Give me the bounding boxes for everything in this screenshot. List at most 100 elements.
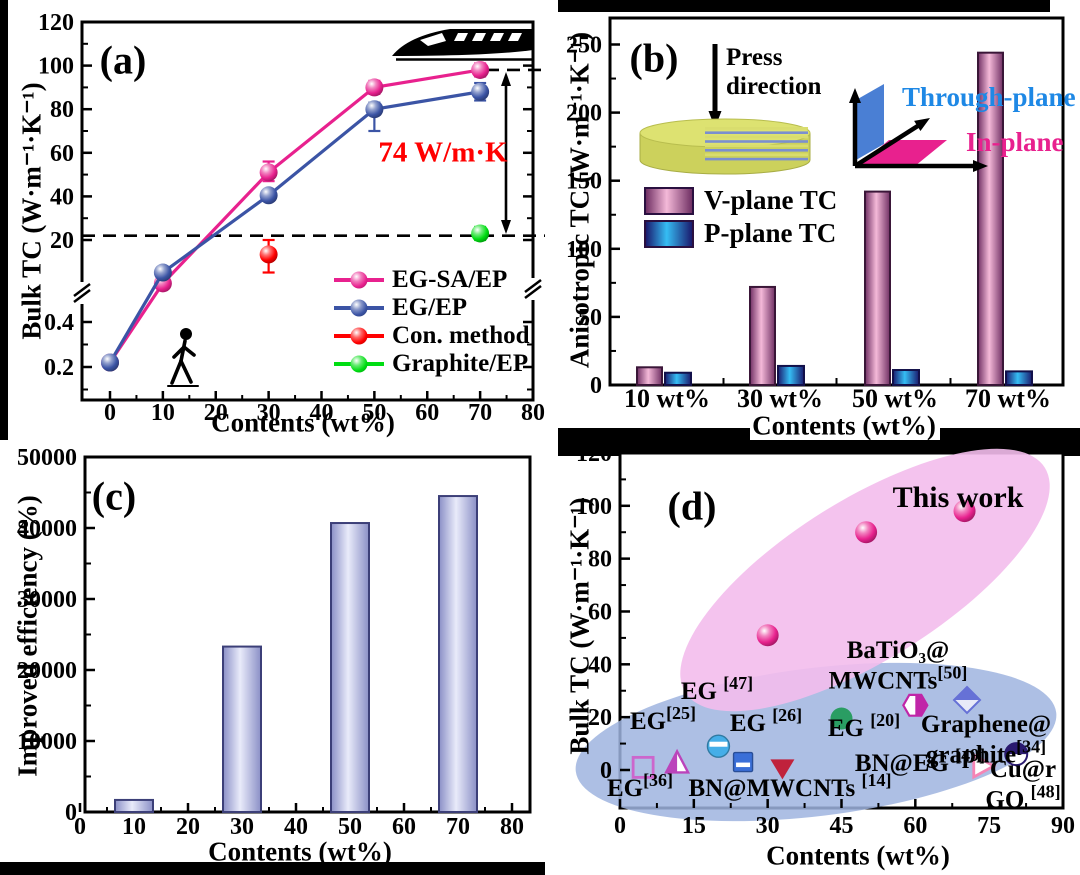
series-EG/EP — [101, 81, 490, 372]
tc-gap-annotation: 74 W/m·K — [378, 136, 508, 169]
legend-label: Graphite/EP — [392, 350, 529, 377]
data-point — [471, 60, 490, 79]
legend-item: Con. method — [334, 322, 530, 350]
svg-text:60: 60 — [392, 814, 416, 840]
svg-text:30: 30 — [230, 814, 254, 840]
svg-text:80: 80 — [521, 400, 545, 426]
panel-a-chart: 0 10 20 30 40 50 60 70 80 20 40 60 80 100 120 0.2 0.4 — [38, 10, 545, 426]
legend-label: EG/EP — [392, 294, 468, 321]
svg-text:250: 250 — [566, 33, 602, 59]
svg-text:EG[25]: EG[25] — [630, 703, 696, 735]
panel-a-x-axis-label: Contents (wt%) — [211, 407, 395, 438]
series-Graphite/EP — [471, 224, 490, 243]
axes: 0 50 100 150 200 250 10 wt% 30 wt% 50 wt% 70 wt% — [566, 33, 1051, 414]
svg-text:BaTiO₃@MWCNTs[50]: BaTiO₃@ MWCNTs[50] — [829, 637, 968, 695]
legend-label: EG-SA/EP — [392, 266, 508, 293]
panel-d: 0 15 30 45 60 75 90 0 20 40 60 80 100 120 EG[36] EG[25]… — [558, 440, 1080, 875]
panel-a-y-axis-label: Bulk TC (W·m⁻¹·K⁻¹) — [16, 82, 47, 340]
panel-d-x-axis-label: Contents (wt%) — [766, 840, 950, 871]
bars — [114, 495, 478, 814]
through-plane-icon — [856, 84, 884, 160]
svg-text:40000: 40000 — [17, 516, 77, 542]
v-plane-bar — [864, 190, 891, 386]
data-point — [365, 100, 384, 119]
svg-text:100: 100 — [576, 494, 612, 520]
data-point-marker — [770, 759, 795, 780]
svg-text:20: 20 — [176, 814, 200, 840]
svg-text:0.4: 0.4 — [44, 310, 74, 336]
svg-text:0: 0 — [600, 758, 612, 784]
panel-c-chart: 0 10 20 30 40 50 60 70 80 0 10000 20000 30000 40000 50… — [17, 445, 532, 840]
svg-text:Graphene@graphite[34]: Graphene@ graphite[34] — [921, 711, 1051, 769]
this-work-point — [855, 521, 878, 544]
svg-text:0: 0 — [65, 800, 77, 826]
legend-item: V-plane TC — [644, 184, 837, 217]
literature-points — [631, 685, 1029, 780]
svg-text:30: 30 — [756, 813, 780, 839]
svg-text:50: 50 — [362, 400, 386, 426]
svg-text:40: 40 — [310, 400, 334, 426]
svg-text:BN@MWCNTs [14]: BN@MWCNTs [14] — [688, 770, 891, 802]
legend-marker — [334, 355, 384, 373]
data-point — [365, 78, 384, 97]
svg-text:120: 120 — [38, 10, 74, 36]
panel-c-y-axis-label: Improved efficiency (%) — [12, 495, 43, 777]
data-point-marker — [631, 755, 655, 779]
data-point-marker — [706, 734, 731, 758]
data-point — [153, 263, 172, 282]
data-point-marker — [1004, 742, 1029, 767]
separator-bar-left — [0, 0, 8, 440]
series-Con. method — [259, 238, 278, 274]
panel-d-y-axis-label: Bulk TC (W·m⁻¹·K⁻¹) — [564, 497, 595, 755]
efficiency-bar — [438, 495, 478, 814]
svg-text:20: 20 — [50, 228, 74, 254]
svg-text:10: 10 — [151, 400, 175, 426]
legend-item: Graphite/EP — [334, 350, 530, 378]
svg-text:60: 60 — [50, 141, 74, 167]
panel-d-letter: (d) — [667, 483, 717, 529]
svg-text:90: 90 — [1051, 813, 1075, 839]
svg-text:80: 80 — [588, 547, 612, 573]
this-work-point — [953, 500, 976, 523]
svg-text:0: 0 — [590, 373, 602, 399]
svg-text:EG[36]: EG[36] — [607, 770, 673, 802]
press-label-line2: direction — [726, 72, 822, 100]
panel-b-x-axis-label: Contents (wt%) — [752, 410, 936, 441]
panel-a-legend: EG-SA/EP EG/EP Con. method Graphite/EP — [334, 266, 530, 378]
data-point-marker — [972, 752, 997, 780]
svg-text:40: 40 — [588, 652, 612, 678]
legend-label: V-plane TC — [704, 185, 838, 215]
svg-text:EG [47]: EG [47] — [681, 673, 753, 705]
svg-text:100: 100 — [38, 54, 74, 80]
in-plane-icon — [857, 140, 947, 166]
p-plane-bar — [777, 364, 805, 387]
press-direction-inset — [639, 44, 988, 175]
legend-item: EG-SA/EP — [334, 266, 530, 294]
svg-text:20: 20 — [588, 705, 612, 731]
svg-text:60: 60 — [415, 400, 439, 426]
panel-c-x-axis-label: Contents (wt%) — [208, 836, 392, 867]
svg-text:0: 0 — [614, 813, 626, 839]
svg-text:200: 200 — [566, 101, 602, 127]
svg-text:50000: 50000 — [17, 445, 77, 471]
data-point-marker — [732, 751, 754, 773]
panel-b-y-axis-label: Anisotropic TC (W·m⁻¹·K⁻¹) — [564, 31, 595, 369]
data-point-marker — [902, 693, 929, 717]
svg-text:60: 60 — [903, 813, 927, 839]
press-label-line1: Press — [726, 44, 783, 71]
axes: 0 10 20 30 40 50 60 70 80 0 10000 20000 30000 40000 50… — [17, 445, 524, 840]
svg-text:0: 0 — [74, 814, 86, 840]
legend-label: Con. method — [392, 322, 530, 349]
axis-label-backplate — [750, 414, 940, 440]
svg-text:70 wt%: 70 wt% — [965, 384, 1051, 413]
svg-text:50 wt%: 50 wt% — [852, 384, 938, 413]
panel-c: 0 10 20 30 40 50 60 70 80 0 10000 20000 30000 40000 50… — [0, 440, 558, 875]
panel-b: 0 50 100 150 200 250 10 wt% 30 wt% 50 wt% 70 wt% … — [558, 0, 1080, 441]
svg-text:60: 60 — [588, 599, 612, 625]
svg-text:100: 100 — [566, 237, 602, 263]
svg-text:0.2: 0.2 — [44, 355, 74, 381]
svg-text:15: 15 — [682, 813, 706, 839]
legend-marker — [334, 299, 384, 317]
data-point — [259, 163, 278, 182]
